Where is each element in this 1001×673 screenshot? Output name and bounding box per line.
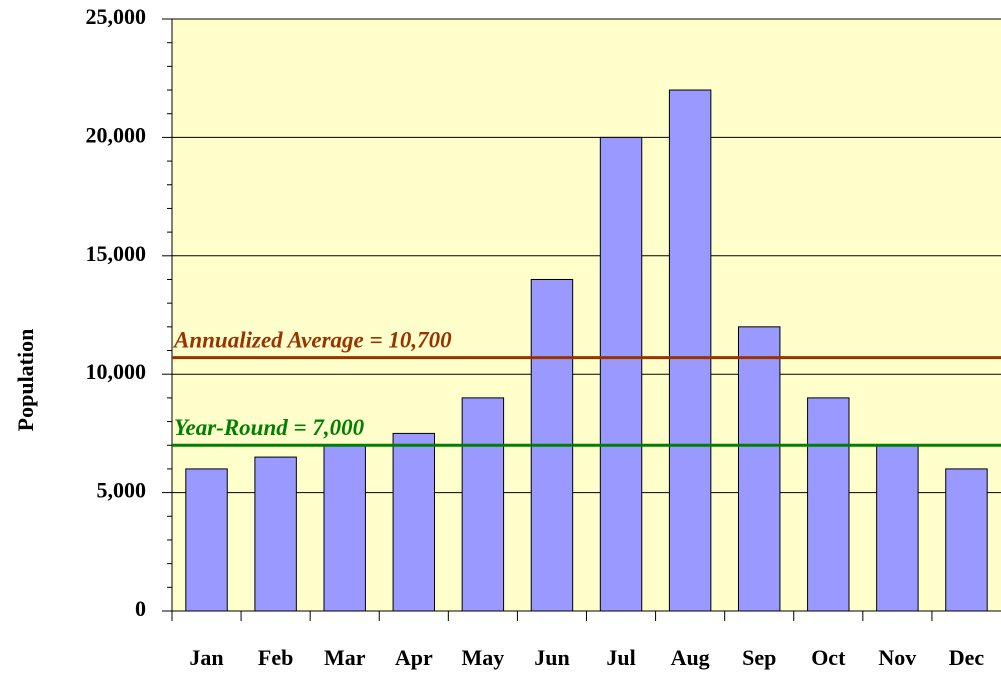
x-tick-label: May bbox=[461, 645, 504, 670]
x-tick-label: Sep bbox=[742, 645, 776, 670]
x-tick-label: Feb bbox=[258, 645, 293, 670]
y-tick-label: 0 bbox=[135, 596, 146, 621]
x-tick-label: Oct bbox=[811, 645, 846, 670]
bar bbox=[323, 444, 366, 612]
bar bbox=[668, 89, 712, 612]
x-tick-label: Aug bbox=[671, 645, 710, 670]
y-tick-label: 20,000 bbox=[86, 122, 147, 147]
x-tick-label: Jun bbox=[534, 645, 569, 670]
x-tick-label: Mar bbox=[324, 645, 366, 670]
bar bbox=[392, 432, 436, 612]
x-tick-label: Jul bbox=[606, 645, 635, 670]
bar bbox=[599, 136, 643, 612]
bar bbox=[254, 456, 297, 612]
y-tick-label: 10,000 bbox=[86, 359, 147, 384]
bar bbox=[185, 468, 228, 612]
plot-area bbox=[172, 19, 1001, 611]
y-tick-label: 15,000 bbox=[86, 241, 147, 266]
x-tick-label: Nov bbox=[878, 645, 916, 670]
x-tick-label: Jan bbox=[189, 645, 223, 670]
x-tick-label: Dec bbox=[949, 645, 985, 670]
y-tick-label: 25,000 bbox=[86, 4, 147, 29]
x-tick-label: Apr bbox=[395, 645, 433, 670]
bar bbox=[737, 326, 781, 612]
bar bbox=[461, 397, 505, 612]
reference-label: Annualized Average = 10,700 bbox=[172, 328, 452, 353]
bar bbox=[807, 397, 850, 612]
bar bbox=[945, 468, 988, 612]
reference-label: Year-Round = 7,000 bbox=[174, 415, 365, 440]
y-tick-label: 5,000 bbox=[97, 478, 147, 503]
bar bbox=[876, 444, 919, 612]
y-axis-label: Population bbox=[13, 329, 38, 432]
